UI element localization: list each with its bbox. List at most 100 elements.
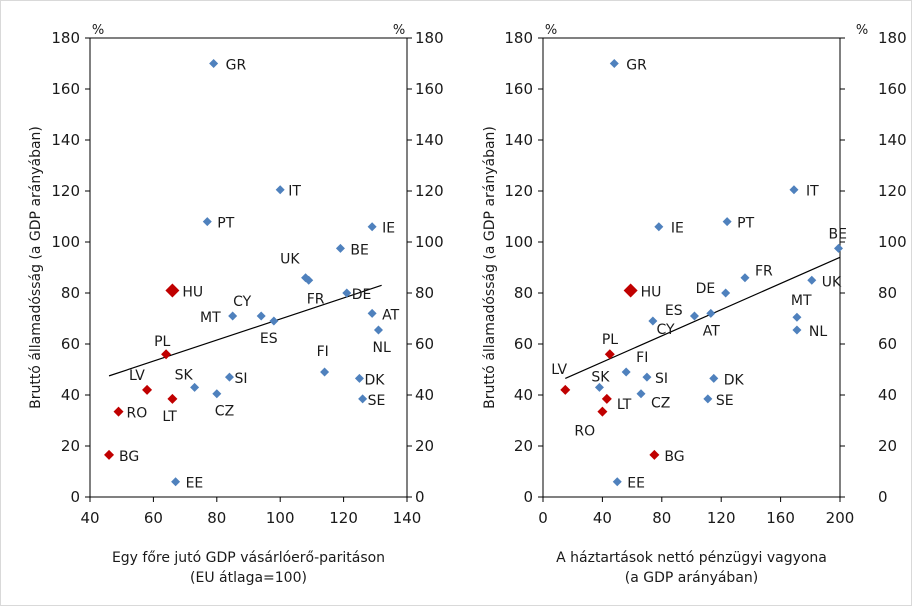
data-point-at [706,308,716,318]
x-tick-label: 0 [538,509,548,527]
data-label-fr: FR [755,264,773,280]
y-tick-label-right: 0 [878,488,888,506]
trend-line [108,284,382,377]
y-tick-label-right: 180 [415,29,444,47]
data-point-ee [171,477,181,487]
data-label-bg: BG [664,449,684,465]
data-label-at: AT [382,307,399,323]
data-label-gr: GR [626,58,647,74]
unit-label-left: % [92,23,104,38]
x-tick-label: 120 [329,509,358,527]
y-tick-label-right: 120 [415,182,444,200]
y-tick-label-right: 40 [415,386,434,404]
data-point-fr [304,275,314,285]
data-point-es [269,316,279,326]
data-point-se [358,394,368,404]
data-point-cy [689,311,699,321]
data-point-fi [320,367,330,377]
x-tick-label: 80 [207,509,226,527]
data-point-pl [604,349,615,360]
data-point-at [367,308,377,318]
y-tick-label-left: 20 [61,437,80,455]
y-tick-label-left: 100 [504,233,533,251]
y-axis-title: Bruttó államadósság (a GDP arányában) [28,126,44,409]
data-label-ie: IE [671,221,684,237]
data-label-fr: FR [307,291,325,307]
data-label-ro: RO [127,406,148,422]
y-tick-label-left: 60 [514,335,533,353]
x-axis-title-line: A háztartások nettó pénzügyi vagyona [556,550,827,566]
data-label-at: AT [703,323,720,339]
data-label-pl: PL [154,334,170,350]
y-tick-label-left: 100 [51,233,80,251]
data-label-nl: NL [372,340,390,356]
data-label-ie: IE [382,221,395,237]
data-point-mt [228,311,238,321]
data-point-bg [104,449,115,460]
data-label-pt: PT [217,216,234,232]
data-label-pl: PL [602,332,618,348]
data-label-es: ES [260,331,278,347]
data-label-pt: PT [737,216,754,232]
data-label-de: DE [352,287,372,303]
data-point-hu [165,283,180,298]
data-label-cy: CY [233,294,252,310]
data-point-lt [167,393,178,404]
data-label-cy: CY [656,322,675,338]
y-tick-label-left: 140 [51,131,80,149]
data-label-ee: EE [627,476,645,492]
data-label-it: IT [806,184,819,200]
data-label-uk: UK [822,274,842,290]
data-label-ee: EE [186,476,204,492]
data-label-fi: FI [317,344,329,360]
y-tick-label-left: 60 [61,335,80,353]
data-point-cy [256,311,266,321]
y-tick-label-right: 20 [878,437,897,455]
chart-panel-1: 0 0 20 20 40 40 60 60 80 80 100 100 120 120 140 140 160 1… [28,23,444,586]
data-point-bg [649,449,660,460]
data-point-fr [740,273,750,283]
data-label-lv: LV [129,368,145,384]
y-tick-label-right: 160 [415,80,444,98]
data-point-mt [792,312,802,322]
x-tick-label: 120 [707,509,736,527]
data-point-be [834,243,844,253]
data-point-dk [709,373,719,383]
y-tick-label-right: 140 [878,131,907,149]
data-point-cz [636,389,646,399]
x-tick-label: 40 [593,509,612,527]
plot-area-border [89,37,408,498]
y-tick-label-right: 60 [415,335,434,353]
x-axis-title-line: (a GDP arányában) [625,570,758,586]
data-label-bg: BG [119,449,139,465]
data-point-si [642,372,652,382]
data-label-es: ES [665,303,683,319]
y-tick-label-left: 120 [51,182,80,200]
y-tick-label-right: 100 [878,233,907,251]
x-axis-title-line: Egy főre jutó GDP vásárlóerő-paritáson [112,550,385,566]
data-label-hu: HU [641,284,662,300]
data-point-cz [212,389,222,399]
data-label-hu: HU [182,284,203,300]
data-point-es [648,316,658,326]
x-tick-label: 160 [766,509,795,527]
y-tick-label-left: 180 [51,29,80,47]
data-point-hu [623,283,638,298]
data-label-sk: SK [591,369,610,385]
x-tick-label: 100 [266,509,295,527]
y-tick-label-right: 60 [878,335,897,353]
y-tick-label-right: 140 [415,131,444,149]
data-label-ro: RO [574,424,595,440]
data-label-be: BE [829,226,847,242]
data-point-ro [113,406,124,417]
data-label-si: SI [234,371,247,387]
data-point-sk [594,382,604,392]
data-label-cz: CZ [215,404,234,420]
data-point-ro [597,406,608,417]
data-point-be [335,243,345,253]
data-point-de [342,288,352,298]
data-point-ie [654,222,664,232]
data-label-lv: LV [551,362,567,378]
y-tick-label-right: 180 [878,29,907,47]
